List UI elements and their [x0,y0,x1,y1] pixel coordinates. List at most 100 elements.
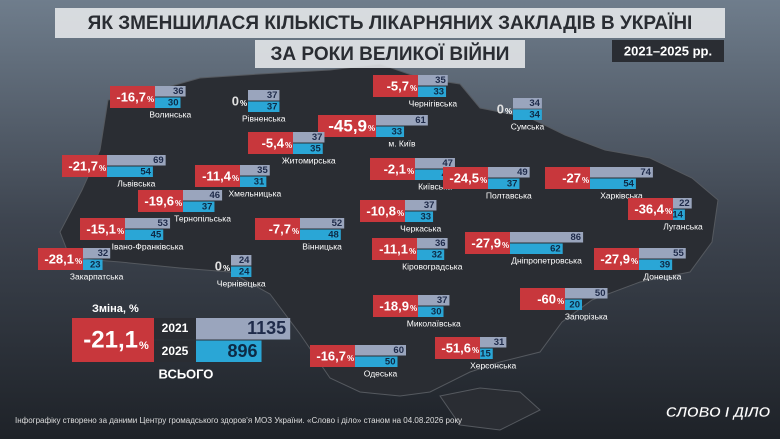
percent-sign: % [582,176,589,185]
change-value: -27,9 [471,235,501,250]
bar-2021 [590,167,653,178]
bar-2025 [125,229,164,240]
bar-2021 [300,218,345,229]
total-value-2021: 1135 [247,318,286,338]
total-box [72,318,154,362]
percent-sign: % [175,199,182,208]
bar-2025 [565,299,582,310]
percent-sign: % [368,124,375,133]
region-name: Полтавська [486,190,532,200]
bar-2025 [488,178,520,189]
value-2025: 35 [310,144,321,155]
percent-sign: % [665,207,672,216]
bar-2021 [418,295,450,306]
year-box [154,340,196,362]
bar-2025 [510,243,563,254]
change-box [435,337,480,359]
title-box [255,40,525,68]
percent-sign: % [347,354,354,363]
change-value: -16,7 [116,89,146,104]
bar-2025 [83,259,103,270]
bar-2021 [240,165,270,176]
region-name: Херсонська [470,360,516,370]
change-box [372,238,417,260]
value-2025: 14 [672,210,683,221]
change-box [628,198,673,220]
region-name: Тернопільська [174,213,231,223]
value-2025: 23 [90,260,101,271]
percent-sign: % [240,99,247,108]
bar-2021 [673,198,692,209]
change-box [465,232,510,254]
bar-2021 [355,345,406,356]
bar-2025 [673,209,685,220]
value-2025: 39 [660,260,671,271]
region-name: Одеська [364,368,398,378]
value-2021: 61 [415,115,426,126]
value-2025: 33 [391,127,402,138]
total-year: 2025 [162,344,189,358]
change-value: -45,9 [328,116,367,135]
period-box [612,40,724,62]
region-name: Чернігівська [409,98,458,108]
change-box [255,218,300,240]
value-2025: 31 [254,177,265,188]
bar-2025 [480,348,493,359]
bar-2025 [248,101,280,112]
percent-sign: % [223,264,230,273]
change-value: -11,1 [379,241,408,256]
change-value: 0 [215,258,222,273]
change-box [545,167,590,189]
bar-2025 [639,259,673,270]
bar-2021 [510,232,584,243]
value-2021: 37 [424,200,435,211]
bar-2021 [231,255,252,266]
bar-2025 [418,306,444,317]
value-2025: 30 [431,307,442,318]
percent-sign: % [410,84,417,93]
value-2025: 37 [507,179,518,190]
percent-sign: % [480,176,487,185]
bar-2021 [565,288,608,299]
region-name: Закарпатська [70,271,124,281]
value-2021: 31 [494,337,505,348]
region-name: м. Київ [388,138,416,148]
region-name: Рівненська [242,113,286,123]
change-box [318,115,376,137]
value-2021: 37 [267,90,278,101]
percent-sign: % [472,346,479,355]
percent-sign: % [139,340,149,352]
period: 2021–2025 рр. [624,43,712,58]
region-name: Чернівецька [217,278,266,288]
bar-2025 [293,143,323,154]
percent-sign: % [232,174,239,183]
value-2021: 24 [239,255,250,266]
percent-sign: % [397,209,404,218]
bar-2021 [248,90,280,101]
bar-2021 [417,238,448,249]
bar-2021 [107,155,166,166]
value-2021: 37 [437,295,448,306]
value-2021: 36 [173,86,184,97]
change-value: -11,4 [202,168,232,183]
change-value: -18,9 [379,298,409,313]
value-2021: 46 [210,190,221,201]
value-2021: 32 [98,248,109,259]
change-box [443,167,488,189]
value-2025: 48 [328,230,339,241]
change-value: -60 [537,291,556,306]
bar-2025 [240,176,267,187]
change-box [370,158,415,180]
bar-2025 [155,97,181,108]
total-year: 2021 [162,321,189,335]
value-2025: 62 [550,244,561,255]
total-caption: Зміна, % [92,303,139,315]
bar-2025 [417,249,445,260]
value-2021: 53 [157,218,168,229]
title: ЯК ЗМЕНШИЛАСЯ КІЛЬКІСТЬ ЛІКАРНЯНИХ ЗАКЛА… [88,13,693,34]
region-name: Житомирська [282,155,336,165]
percent-sign: % [409,247,416,256]
change-value: -2,1 [384,161,406,176]
region-name: Луганська [663,221,703,231]
